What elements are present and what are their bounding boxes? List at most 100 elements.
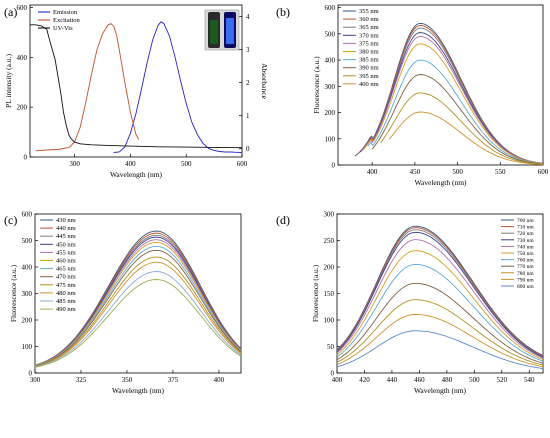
legend-entry: 460 nm [56,258,76,265]
series-line-480-nm [35,261,241,367]
legend-entry: 365 nm [359,24,379,31]
legend-entry: 400 nm [359,81,379,88]
legend-entry: 710 nm [517,225,534,231]
x-axis-label: Wavelength (nm) [110,170,163,179]
y-axis-label: Fluorescence (a.u.) [312,56,321,114]
x-axis-label: Wavelength (nm) [112,386,165,395]
legend-entry: 760 nm [517,258,534,264]
series-line-375-nm [361,36,542,164]
x-tick-label: 300 [69,160,80,168]
series-line-470-nm [35,249,241,367]
legend-entry: 430 nm [56,217,76,224]
x-tick-label: 540 [524,376,535,384]
y-tick-label: 50 [327,343,335,351]
x-axis-label: Wavelength (nm) [414,178,467,187]
panel-label: (b) [276,5,290,19]
y-axis-label: Fluorescence (a.u.) [311,264,320,322]
legend-entry: 770 nm [517,264,534,270]
y-tick-label: 0 [331,370,335,378]
y-tick-label: 600 [22,211,33,219]
y-tick-label: 400 [22,264,33,272]
legend-entry: UV-Vis [53,25,73,32]
y-tick-label: 600 [17,4,28,12]
panel-label: (c) [4,213,17,227]
y-tick-label: 0 [24,154,28,162]
x-tick-label: 600 [237,160,248,168]
x-tick-label: 520 [497,376,508,384]
x-tick-label: 400 [125,160,136,168]
series-line-465-nm [35,245,241,367]
plot-frame [29,4,243,158]
y2-tick-label: 2 [246,79,250,87]
x-tick-label: 450 [410,168,421,176]
y-axis-label: PL intensity (a.u.) [4,54,13,108]
legend-entry: 480 nm [56,290,76,297]
y2-tick-label: 3 [246,46,250,54]
plot-frame [337,4,544,166]
series-line-730-nm [337,231,543,358]
legend-entry: 375 nm [359,40,379,47]
series-line-720-nm [337,229,543,358]
y-tick-label: 100 [325,135,336,143]
y2-tick-label: 1 [246,112,250,120]
y-tick-label: 400 [325,57,336,65]
panel-label: (a) [4,5,17,19]
x-tick-label: 400 [332,376,343,384]
y-tick-label: 200 [22,317,33,325]
legend-entry: 485 nm [56,298,76,305]
series-line-355-nm [354,22,543,164]
x-tick-label: 550 [495,168,506,176]
legend-entry: 370 nm [359,32,379,39]
series-line-740-nm [337,239,543,359]
y-tick-label: 100 [324,317,335,325]
legend-entry: 730 nm [517,238,534,244]
series-line-490-nm [35,279,241,368]
y-tick-label: 200 [325,109,336,117]
legend-entry: 790 nm [517,277,534,283]
legend-entry: 380 nm [359,49,379,56]
x-tick-label: 325 [76,376,87,384]
y-tick-label: 300 [325,83,336,91]
legend-entry: 465 nm [56,266,76,273]
y2-axis-label: Absorbance [260,63,269,99]
legend-entry: 470 nm [56,274,76,281]
legend-entry: 490 nm [56,306,76,313]
y-tick-label: 250 [324,237,335,245]
series-line-710-nm [337,227,543,357]
x-tick-label: 400 [367,168,378,176]
legend-entry: Excitation [53,17,80,24]
series-line-460-nm [35,241,241,367]
y-tick-label: 500 [325,30,336,38]
legend-entry: 750 nm [517,251,534,257]
vial-daylight-liquid [210,20,218,44]
series-line-800-nm [337,330,543,370]
y-tick-label: 0 [332,162,336,170]
series-line-760-nm [337,263,543,362]
y2-tick-label: 0 [246,145,250,153]
legend-entry: 700 nm [517,218,534,224]
series-line-390-nm [371,74,542,165]
series-line-770-nm [337,282,543,364]
y-tick-label: 300 [324,211,335,219]
series-line-400-nm [388,111,543,165]
legend-entry: 800 nm [517,284,534,290]
y-axis-label: Fluorescence (a.u.) [9,264,18,322]
series-line-380-nm [363,43,543,165]
y-tick-label: 400 [17,54,28,62]
legend-entry: 780 nm [517,271,534,277]
legend-entry: 475 nm [56,282,76,289]
series-line-780-nm [337,299,543,366]
y-tick-label: 0 [29,370,33,378]
series-line-395-nm [380,92,543,165]
y-tick-label: 600 [325,4,336,12]
series-line-uv-vis [30,24,242,149]
x-tick-label: 500 [181,160,192,168]
x-tick-label: 375 [168,376,179,384]
series-line-750-nm [337,250,543,361]
legend-entry: 395 nm [359,73,379,80]
series-line-370-nm [359,32,543,164]
y-tick-label: 200 [17,104,28,112]
x-tick-label: 300 [30,376,41,384]
x-axis-label: Wavelength (nm) [414,386,467,395]
